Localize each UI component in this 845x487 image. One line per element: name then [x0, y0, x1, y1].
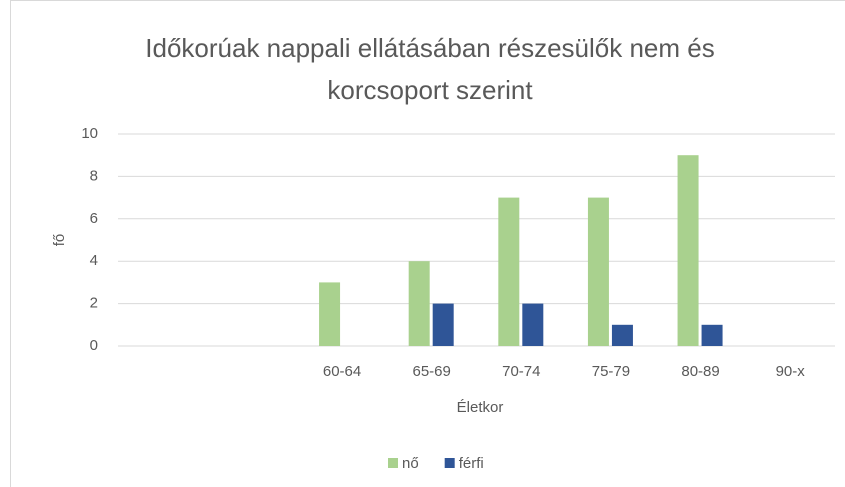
bar: [498, 197, 520, 346]
bar: [408, 261, 430, 346]
y-tick-label: 0: [90, 337, 98, 354]
bar: [522, 303, 544, 346]
chart-frame: [10, 0, 845, 487]
bar: [432, 303, 454, 346]
y-tick-label: 8: [90, 167, 98, 184]
bar: [701, 324, 723, 346]
y-tick-label: 6: [90, 210, 98, 227]
chart-title: korcsoport szerint: [327, 75, 533, 105]
x-tick-label: 75-79: [592, 363, 630, 380]
x-tick-label: 80-89: [681, 363, 719, 380]
bar: [319, 282, 341, 346]
legend-label: férfi: [459, 455, 484, 472]
x-tick-label: 60-64: [323, 363, 361, 380]
y-tick-label: 4: [90, 252, 98, 269]
legend-swatch: [444, 458, 455, 468]
x-tick-label: 90-x: [776, 363, 806, 380]
y-tick-label: 2: [90, 295, 98, 312]
legend-label: nő: [402, 455, 419, 472]
bar: [587, 197, 609, 346]
x-axis-title: Életkor: [457, 399, 504, 416]
bar: [611, 324, 633, 346]
x-tick-label: 65-69: [413, 363, 451, 380]
x-tick-label: 70-74: [502, 363, 540, 380]
bar: [677, 155, 699, 346]
chart-title: Időkorúak nappali ellátásában részesülők…: [145, 33, 714, 63]
legend-swatch: [388, 458, 398, 468]
y-tick-label: 10: [81, 125, 98, 142]
y-axis-title: fő: [51, 234, 68, 247]
